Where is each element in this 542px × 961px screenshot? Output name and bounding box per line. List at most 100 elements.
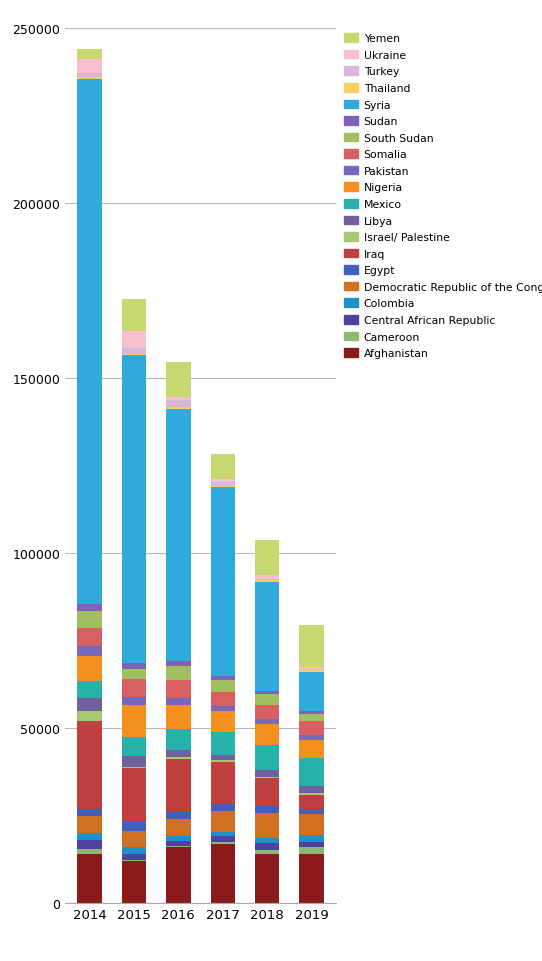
Bar xyxy=(255,579,279,580)
Bar xyxy=(255,691,279,695)
Bar xyxy=(210,842,235,844)
Bar xyxy=(210,712,235,732)
Bar xyxy=(255,582,279,691)
Bar xyxy=(255,813,279,838)
Bar xyxy=(299,626,324,667)
Bar xyxy=(166,680,191,698)
Bar xyxy=(122,767,146,769)
Bar xyxy=(210,811,235,832)
Bar xyxy=(78,50,102,61)
Bar xyxy=(166,698,191,705)
Bar xyxy=(166,751,191,757)
Bar xyxy=(78,833,102,840)
Bar xyxy=(122,697,146,705)
Bar xyxy=(122,349,146,355)
Bar xyxy=(78,816,102,833)
Bar xyxy=(78,61,102,74)
Bar xyxy=(299,795,324,809)
Bar xyxy=(122,355,146,356)
Bar xyxy=(299,714,324,722)
Bar xyxy=(78,604,102,611)
Bar xyxy=(255,778,279,806)
Bar xyxy=(210,677,235,680)
Bar xyxy=(122,861,146,903)
Bar xyxy=(255,580,279,582)
Bar xyxy=(210,760,235,762)
Bar xyxy=(122,705,146,737)
Bar xyxy=(255,776,279,778)
Bar xyxy=(210,844,235,903)
Bar xyxy=(122,831,146,848)
Bar xyxy=(78,850,102,854)
Bar xyxy=(122,848,146,854)
Bar xyxy=(299,786,324,793)
Bar xyxy=(255,576,279,579)
Bar xyxy=(166,407,191,409)
Bar xyxy=(255,541,279,576)
Bar xyxy=(166,848,191,903)
Bar xyxy=(299,671,324,673)
Bar xyxy=(299,673,324,711)
Bar xyxy=(78,840,102,850)
Bar xyxy=(299,669,324,671)
Bar xyxy=(78,646,102,656)
Bar xyxy=(210,693,235,706)
Bar xyxy=(210,836,235,842)
Bar xyxy=(166,842,191,846)
Bar xyxy=(299,842,324,848)
Bar xyxy=(210,804,235,811)
Bar xyxy=(122,737,146,756)
Bar xyxy=(122,300,146,332)
Bar xyxy=(299,741,324,758)
Bar xyxy=(255,745,279,770)
Bar xyxy=(255,806,279,813)
Bar xyxy=(122,756,146,767)
Bar xyxy=(255,770,279,776)
Bar xyxy=(166,729,191,751)
Bar xyxy=(210,832,235,836)
Bar xyxy=(122,859,146,861)
Bar xyxy=(166,757,191,759)
Bar xyxy=(210,455,235,479)
Bar xyxy=(299,814,324,835)
Bar xyxy=(122,332,146,349)
Bar xyxy=(299,835,324,842)
Bar xyxy=(78,854,102,903)
Bar xyxy=(166,667,191,680)
Bar xyxy=(166,362,191,397)
Bar xyxy=(78,74,102,78)
Bar xyxy=(166,409,191,661)
Bar xyxy=(299,854,324,903)
Bar xyxy=(210,680,235,693)
Bar xyxy=(166,846,191,848)
Bar xyxy=(210,706,235,712)
Bar xyxy=(166,705,191,729)
Bar xyxy=(122,821,146,831)
Bar xyxy=(255,854,279,903)
Bar xyxy=(166,836,191,842)
Bar xyxy=(210,486,235,488)
Bar xyxy=(166,401,191,407)
Bar xyxy=(122,664,146,669)
Bar xyxy=(78,809,102,816)
Bar xyxy=(78,78,102,80)
Legend: Yemen, Ukraine, Turkey, Thailand, Syria, Sudan, South Sudan, Somalia, Pakistan, : Yemen, Ukraine, Turkey, Thailand, Syria,… xyxy=(344,35,542,358)
Bar xyxy=(299,667,324,669)
Bar xyxy=(166,819,191,836)
Bar xyxy=(166,661,191,667)
Bar xyxy=(255,725,279,745)
Bar xyxy=(122,854,146,859)
Bar xyxy=(122,356,146,664)
Bar xyxy=(78,722,102,809)
Bar xyxy=(210,755,235,760)
Bar xyxy=(210,762,235,804)
Bar xyxy=(210,482,235,486)
Bar xyxy=(299,722,324,735)
Bar xyxy=(255,843,279,850)
Bar xyxy=(255,850,279,854)
Bar xyxy=(166,759,191,812)
Bar xyxy=(166,397,191,401)
Bar xyxy=(78,699,102,711)
Bar xyxy=(255,719,279,725)
Bar xyxy=(210,732,235,755)
